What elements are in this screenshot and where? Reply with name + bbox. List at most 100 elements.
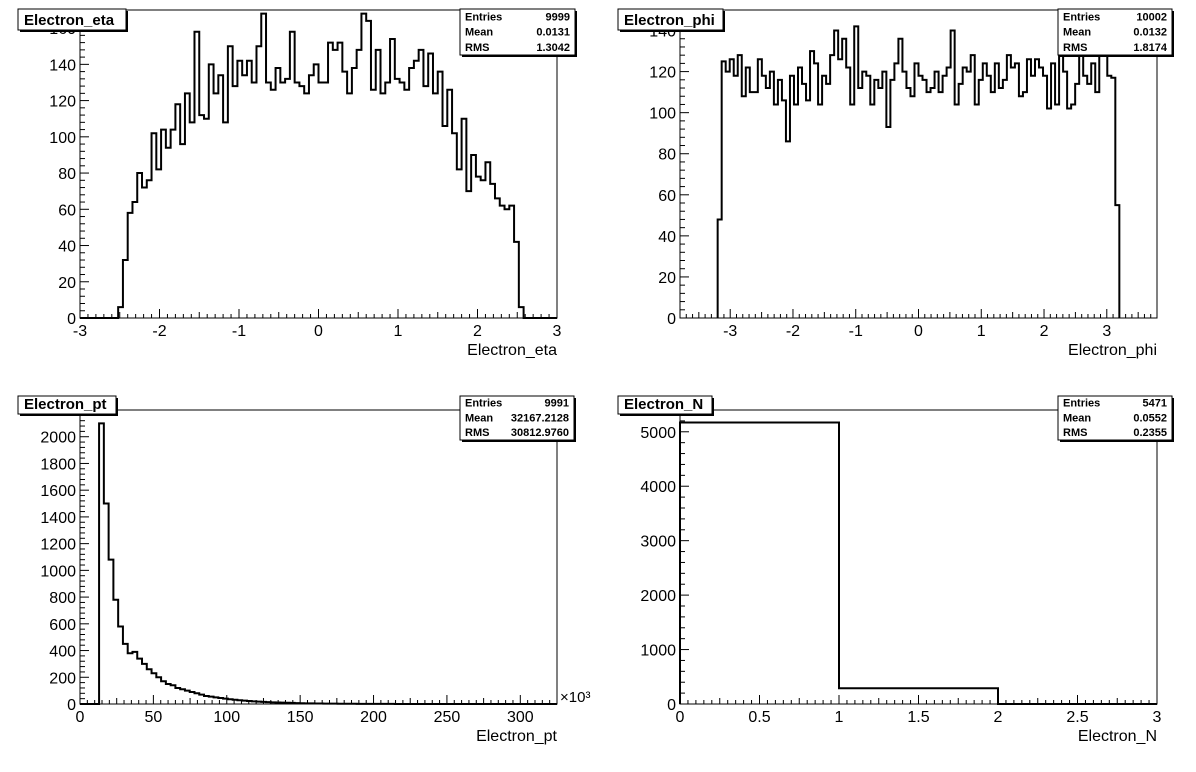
y-tick-label: 600 xyxy=(49,617,76,634)
y-tick-label: 80 xyxy=(658,147,676,164)
y-tick-label: 120 xyxy=(49,94,76,111)
histogram-title: Electron_eta xyxy=(24,12,115,29)
y-tick-label: 2000 xyxy=(640,588,676,605)
x-tick-label: 3 xyxy=(553,323,562,340)
y-tick-label: 200 xyxy=(49,670,76,687)
y-tick-label: 2000 xyxy=(40,430,76,447)
x-tick-label: 3 xyxy=(1153,709,1162,726)
stats-label: Mean xyxy=(465,412,493,424)
y-tick-label: 800 xyxy=(49,590,76,607)
stats-value: 9999 xyxy=(546,11,570,23)
x-tick-label: -1 xyxy=(232,323,246,340)
x-tick-label: -2 xyxy=(152,323,166,340)
y-tick-label: 40 xyxy=(58,239,76,256)
stats-value: 30812.9760 xyxy=(511,427,569,439)
stats-label: RMS xyxy=(465,427,489,439)
y-tick-label: 400 xyxy=(49,644,76,661)
title-box xyxy=(17,8,127,31)
stats-value: 9991 xyxy=(545,398,569,410)
x-tick-label: 2 xyxy=(994,709,1003,726)
stats-label: RMS xyxy=(1063,42,1087,54)
x-tick-label: -3 xyxy=(73,323,87,340)
y-tick-label: 40 xyxy=(658,229,676,246)
histogram-pad-4: 0 0.5 1 1.5 2 2.5 3 0 1000 2000 3000 4000 5000 Electr… xyxy=(617,395,1174,745)
stats-box xyxy=(1057,395,1173,441)
x-tick-label: -3 xyxy=(723,323,737,340)
x-axis-title: Electron_pt xyxy=(476,728,557,745)
x-tick-label: 2 xyxy=(1040,323,1049,340)
y-tick-label: 140 xyxy=(49,57,76,74)
histogram-line xyxy=(679,421,1157,705)
stats-label: RMS xyxy=(1063,427,1087,439)
plot-frame xyxy=(679,409,1158,705)
x-exponent-label: ×10³ xyxy=(560,689,590,706)
y-tick-label: 100 xyxy=(649,106,676,123)
y-tick-label: 20 xyxy=(658,270,676,287)
y-tick-label: 0 xyxy=(67,311,76,328)
x-tick-label: -2 xyxy=(786,323,800,340)
x-tick-label: 250 xyxy=(434,709,461,726)
x-tick-label: 0 xyxy=(76,709,85,726)
stats-value: 5471 xyxy=(1143,398,1167,410)
x-tick-label: 1.5 xyxy=(907,709,929,726)
y-tick-label: 100 xyxy=(49,130,76,147)
y-tick-label: 1200 xyxy=(40,537,76,554)
y-tick-label: 120 xyxy=(649,65,676,82)
x-tick-label: 0 xyxy=(676,709,685,726)
title-box xyxy=(17,395,117,415)
y-tick-label: 0 xyxy=(667,311,676,328)
y-tick-label: 60 xyxy=(658,188,676,205)
x-tick-label: 0 xyxy=(314,323,323,340)
x-tick-label: 2 xyxy=(473,323,482,340)
x-axis-title: Electron_N xyxy=(1078,728,1157,745)
x-tick-label: 200 xyxy=(360,709,387,726)
stats-value: 0.2355 xyxy=(1133,427,1167,439)
x-axis-title: Electron_eta xyxy=(467,342,557,359)
plot-frame xyxy=(79,409,558,705)
stats-value: 1.3042 xyxy=(536,42,570,54)
x-tick-label: 3 xyxy=(1102,323,1111,340)
stats-box xyxy=(459,395,575,441)
x-tick-label: 1 xyxy=(835,709,844,726)
x-tick-label: 0 xyxy=(914,323,923,340)
stats-value: 32167.2128 xyxy=(511,412,569,424)
stats-label: Entries xyxy=(465,398,502,410)
histogram-pad-1: -3-2-10123020406080100120140160Electron_… xyxy=(17,8,577,359)
y-tick-label: 1000 xyxy=(40,563,76,580)
stats-value: 0.0131 xyxy=(536,27,570,39)
stats-value: 10002 xyxy=(1136,11,1167,23)
x-tick-label: -1 xyxy=(849,323,863,340)
y-tick-label: 80 xyxy=(58,166,76,183)
stats-label: Mean xyxy=(1063,27,1091,39)
x-tick-label: 0.5 xyxy=(748,709,770,726)
x-tick-label: 2.5 xyxy=(1066,709,1088,726)
x-axis-title: Electron_phi xyxy=(1068,342,1157,359)
histogram-line xyxy=(80,422,557,705)
stats-label: Mean xyxy=(1063,412,1091,424)
y-tick-label: 1000 xyxy=(640,643,676,660)
stats-value: 1.8174 xyxy=(1133,42,1168,54)
stats-value: 0.0132 xyxy=(1133,27,1167,39)
histogram-pad-2: -3 -2 -1 0 1 2 3020406080100120140Electron_phi… xyxy=(617,8,1174,359)
x-tick-label: 50 xyxy=(144,709,162,726)
stats-label: Entries xyxy=(1063,398,1100,410)
y-tick-label: 20 xyxy=(58,275,76,292)
histogram-title: Electron_pt xyxy=(24,396,107,413)
stats-box xyxy=(1057,8,1173,56)
x-tick-label: 150 xyxy=(287,709,314,726)
stats-value: 0.0552 xyxy=(1133,412,1167,424)
histogram-title: Electron_phi xyxy=(624,12,715,29)
y-tick-label: 60 xyxy=(58,202,76,219)
stats-label: Mean xyxy=(465,27,493,39)
y-tick-label: 4000 xyxy=(640,479,676,496)
y-tick-label: 0 xyxy=(667,697,676,714)
histogram-line xyxy=(80,12,557,319)
y-tick-label: 5000 xyxy=(640,425,676,442)
histogram-title: Electron_N xyxy=(624,396,703,413)
title-box xyxy=(617,8,724,31)
stats-label: Entries xyxy=(1063,11,1100,23)
y-tick-label: 0 xyxy=(67,697,76,714)
stats-label: RMS xyxy=(465,42,489,54)
title-box xyxy=(617,395,713,415)
